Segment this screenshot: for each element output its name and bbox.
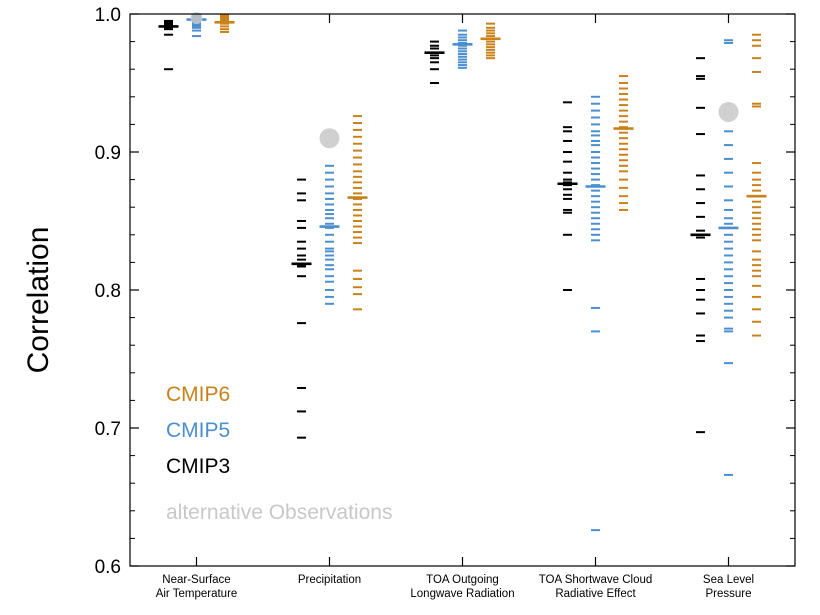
alternative-observation-marker bbox=[718, 101, 739, 122]
category-label-line1: Precipitation bbox=[298, 574, 361, 586]
legend-entry-alternative-observations: alternative Observations bbox=[166, 501, 392, 524]
alternative-observation-marker bbox=[190, 12, 203, 25]
legend-entry-cmip6: CMIP6 bbox=[166, 383, 230, 406]
ensemble-means bbox=[158, 18, 767, 266]
category-label-line2: Longwave Radiation bbox=[410, 588, 514, 600]
y-tick-label: 0.8 bbox=[95, 281, 121, 302]
plot-frame bbox=[129, 13, 796, 567]
x-category-labels: Near-Surface Air Temperature Precipitation… bbox=[156, 574, 754, 600]
category-label-line1: Near-Surface bbox=[162, 574, 230, 586]
alternative-observation-marker bbox=[319, 128, 340, 149]
axis-ticks bbox=[130, 13, 795, 567]
category-label-line2: Air Temperature bbox=[156, 588, 238, 600]
y-tick-label: 0.6 bbox=[95, 557, 121, 578]
category-label-line1: TOA Outgoing bbox=[426, 574, 499, 586]
alternative-observation-markers bbox=[190, 12, 739, 149]
category-label-line2: Radiative Effect bbox=[555, 588, 636, 600]
category-label-line1: Sea Level bbox=[703, 574, 754, 586]
y-tick-labels: 0.6 0.7 0.8 0.9 1.0 bbox=[95, 5, 121, 578]
legend-entry-cmip3: CMIP3 bbox=[166, 455, 230, 478]
model-marks bbox=[164, 14, 761, 532]
y-axis-label: Correlation bbox=[22, 227, 55, 374]
category-label-line1: TOA Shortwave Cloud bbox=[539, 574, 653, 586]
y-tick-label: 0.7 bbox=[95, 419, 121, 440]
y-tick-label: 1.0 bbox=[95, 5, 121, 26]
category-label-line2: Pressure bbox=[705, 588, 751, 600]
legend-entry-cmip5: CMIP5 bbox=[166, 419, 230, 442]
y-tick-label: 0.9 bbox=[95, 143, 121, 164]
legend: CMIP6 CMIP5 CMIP3 alternative Observations bbox=[166, 383, 392, 524]
